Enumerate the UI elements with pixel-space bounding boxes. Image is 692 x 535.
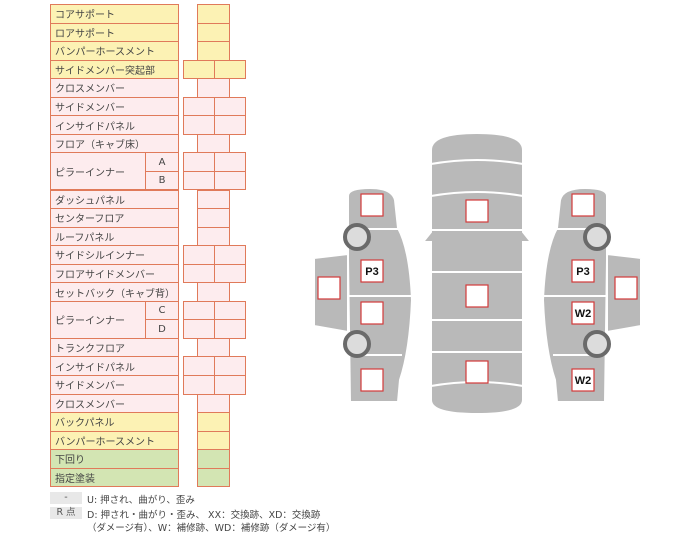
- part-label: フロア（キャブ床）: [50, 133, 179, 154]
- part-label: バックパネル: [50, 412, 179, 432]
- sub-label: B: [145, 170, 179, 191]
- sub-label: A: [145, 152, 179, 172]
- part-label: インサイドパネル: [50, 115, 179, 135]
- check-cell[interactable]: [183, 319, 215, 339]
- check-cell[interactable]: [214, 356, 246, 376]
- wheel-icon: [583, 223, 611, 251]
- left-side-damage-box[interactable]: [360, 193, 384, 217]
- check-cell[interactable]: [197, 467, 230, 488]
- left-side-damage-box[interactable]: [360, 368, 384, 392]
- check-cell[interactable]: [197, 78, 230, 98]
- part-label: ピラーインナー: [50, 152, 146, 191]
- check-cell[interactable]: [197, 189, 230, 210]
- part-label: バンパーホースメント: [50, 430, 179, 451]
- part-label: サイドシルインナー: [50, 245, 179, 265]
- legend-key-dash: -: [50, 492, 82, 504]
- part-label: ロアサポート: [50, 22, 179, 43]
- check-cell[interactable]: [183, 375, 215, 395]
- check-cell[interactable]: [197, 412, 230, 432]
- wheel-icon: [343, 223, 371, 251]
- center-damage-box[interactable]: [465, 360, 489, 384]
- part-label: サイドメンバー: [50, 375, 179, 395]
- part-label: サイドメンバー: [50, 96, 179, 117]
- wheel-icon: [343, 330, 371, 358]
- left-side-damage-box[interactable]: P3: [360, 259, 384, 283]
- check-cell[interactable]: [214, 263, 246, 284]
- check-cell[interactable]: [183, 59, 215, 80]
- check-cell[interactable]: [183, 245, 215, 265]
- check-cell[interactable]: [197, 430, 230, 451]
- check-cell[interactable]: [197, 22, 230, 43]
- part-label: 下回り: [50, 449, 179, 469]
- part-label: バンパーホースメント: [50, 41, 179, 61]
- check-cell[interactable]: [197, 133, 230, 154]
- car-diagram: P3 P3 W2 W2: [313, 131, 642, 416]
- part-label: コアサポート: [50, 4, 179, 24]
- part-label: サイドメンバー突起部: [50, 59, 179, 80]
- right-side-damage-box[interactable]: W2: [571, 368, 595, 392]
- check-cell[interactable]: [183, 170, 215, 191]
- part-label: クロスメンバー: [50, 78, 179, 98]
- legend-text-u: U: 押され、曲がり、歪み: [87, 495, 195, 506]
- check-cell[interactable]: [214, 300, 246, 321]
- check-cell[interactable]: [183, 300, 215, 321]
- check-cell[interactable]: [214, 170, 246, 191]
- damage-code: P3: [576, 266, 589, 278]
- check-cell[interactable]: [197, 393, 230, 414]
- check-cell[interactable]: [183, 152, 215, 172]
- part-label: インサイドパネル: [50, 356, 179, 376]
- check-cell[interactable]: [197, 449, 230, 469]
- center-damage-box[interactable]: [465, 284, 489, 308]
- part-label: ルーフパネル: [50, 226, 179, 247]
- check-cell[interactable]: [197, 41, 230, 61]
- check-cell[interactable]: [214, 375, 246, 395]
- left-side-damage-box[interactable]: [317, 276, 341, 300]
- right-side-damage-box[interactable]: [614, 276, 638, 300]
- check-cell[interactable]: [214, 152, 246, 172]
- damage-code: W2: [575, 308, 592, 320]
- check-cell[interactable]: [197, 226, 230, 247]
- legend-text-w: （ダメージ有）、W：補修跡、WD：補修跡（ダメージ有）: [87, 523, 336, 534]
- check-cell[interactable]: [214, 96, 246, 117]
- check-cell[interactable]: [214, 59, 246, 80]
- part-label: ピラーインナー: [50, 300, 146, 339]
- roof-body: [420, 131, 534, 416]
- part-label: 指定塗装: [50, 467, 179, 488]
- legend-text-d: D: 押され・曲がり・歪み、 XX：交換跡、XD：交換跡: [87, 510, 321, 521]
- check-cell[interactable]: [214, 319, 246, 339]
- check-cell[interactable]: [197, 337, 230, 358]
- left-side-damage-box[interactable]: [360, 301, 384, 325]
- wheel-icon: [583, 330, 611, 358]
- check-cell[interactable]: [214, 115, 246, 135]
- check-cell[interactable]: [197, 4, 230, 24]
- check-cell[interactable]: [183, 96, 215, 117]
- part-label: センターフロア: [50, 208, 179, 228]
- check-cell[interactable]: [183, 115, 215, 135]
- part-label: クロスメンバー: [50, 393, 179, 414]
- part-label: ダッシュパネル: [50, 189, 179, 210]
- damage-code: W2: [575, 375, 592, 387]
- part-label: トランクフロア: [50, 337, 179, 358]
- damage-code: P3: [365, 266, 378, 278]
- check-cell[interactable]: [183, 356, 215, 376]
- part-label: セットバック（キャブ背）: [50, 282, 179, 302]
- sub-label: C: [145, 300, 179, 321]
- check-cell[interactable]: [197, 208, 230, 228]
- center-damage-box[interactable]: [465, 199, 489, 223]
- legend-key-r: R 点: [50, 507, 82, 519]
- check-cell[interactable]: [183, 263, 215, 284]
- right-side-damage-box[interactable]: W2: [571, 301, 595, 325]
- right-side-damage-box[interactable]: P3: [571, 259, 595, 283]
- check-cell[interactable]: [214, 245, 246, 265]
- right-side-damage-box[interactable]: [571, 193, 595, 217]
- check-cell[interactable]: [197, 282, 230, 302]
- part-label: フロアサイドメンバー: [50, 263, 179, 284]
- sub-label: D: [145, 319, 179, 339]
